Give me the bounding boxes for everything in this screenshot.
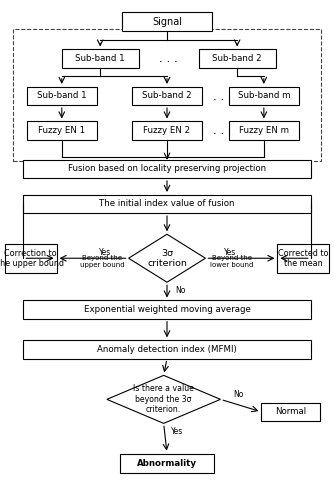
Text: . . .: . . . bbox=[159, 52, 178, 65]
Text: Sub-band 2: Sub-band 2 bbox=[212, 54, 262, 63]
Text: . .: . . bbox=[213, 89, 224, 103]
Text: Yes: Yes bbox=[99, 248, 111, 257]
FancyBboxPatch shape bbox=[120, 454, 214, 473]
FancyBboxPatch shape bbox=[27, 87, 97, 105]
Text: Beyond the
lower bound: Beyond the lower bound bbox=[210, 254, 254, 268]
Text: Fusion based on locality preserving projection: Fusion based on locality preserving proj… bbox=[68, 165, 266, 173]
FancyBboxPatch shape bbox=[262, 403, 320, 421]
FancyBboxPatch shape bbox=[23, 160, 311, 178]
FancyBboxPatch shape bbox=[23, 195, 311, 213]
Text: Signal: Signal bbox=[152, 17, 182, 26]
FancyBboxPatch shape bbox=[122, 12, 212, 31]
FancyBboxPatch shape bbox=[132, 121, 202, 140]
Text: . .: . . bbox=[213, 124, 224, 137]
Text: Fuzzy EN 2: Fuzzy EN 2 bbox=[143, 126, 191, 135]
Polygon shape bbox=[129, 234, 205, 282]
Text: 3σ
criterion: 3σ criterion bbox=[147, 249, 187, 268]
FancyBboxPatch shape bbox=[5, 244, 56, 273]
FancyBboxPatch shape bbox=[27, 121, 97, 140]
Text: No: No bbox=[233, 390, 244, 399]
Text: Beyond the
upper bound: Beyond the upper bound bbox=[79, 254, 124, 268]
FancyBboxPatch shape bbox=[229, 121, 299, 140]
Text: Is there a value
beyond the 3σ
criterion.: Is there a value beyond the 3σ criterion… bbox=[133, 384, 194, 414]
FancyBboxPatch shape bbox=[132, 87, 202, 105]
Text: Fuzzy EN 1: Fuzzy EN 1 bbox=[38, 126, 86, 135]
FancyBboxPatch shape bbox=[23, 300, 311, 319]
Text: No: No bbox=[175, 287, 186, 295]
FancyBboxPatch shape bbox=[62, 49, 139, 68]
Text: Fuzzy EN m: Fuzzy EN m bbox=[239, 126, 289, 135]
Text: Exponential weighted moving average: Exponential weighted moving average bbox=[84, 305, 250, 314]
FancyBboxPatch shape bbox=[277, 244, 329, 273]
Text: Sub-band 2: Sub-band 2 bbox=[142, 92, 192, 100]
Text: Sub-band m: Sub-band m bbox=[237, 92, 290, 100]
Text: Yes: Yes bbox=[171, 427, 183, 435]
Text: Normal: Normal bbox=[275, 408, 306, 416]
Polygon shape bbox=[107, 375, 220, 423]
Text: Abnormality: Abnormality bbox=[137, 459, 197, 468]
Text: Corrected to
the mean: Corrected to the mean bbox=[278, 249, 329, 268]
Text: Sub-band 1: Sub-band 1 bbox=[37, 92, 87, 100]
Text: Correction to
the upper bound: Correction to the upper bound bbox=[0, 249, 64, 268]
FancyBboxPatch shape bbox=[229, 87, 299, 105]
FancyBboxPatch shape bbox=[23, 340, 311, 359]
Text: Yes: Yes bbox=[224, 248, 236, 257]
Text: The initial index value of fusion: The initial index value of fusion bbox=[99, 200, 235, 208]
Text: Anomaly detection index (MFMI): Anomaly detection index (MFMI) bbox=[97, 345, 237, 354]
FancyBboxPatch shape bbox=[199, 49, 276, 68]
Text: Sub-band 1: Sub-band 1 bbox=[75, 54, 125, 63]
